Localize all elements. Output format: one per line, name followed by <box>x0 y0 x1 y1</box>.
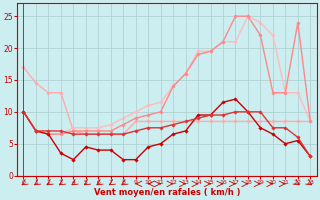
X-axis label: Vent moyen/en rafales ( km/h ): Vent moyen/en rafales ( km/h ) <box>94 188 240 197</box>
